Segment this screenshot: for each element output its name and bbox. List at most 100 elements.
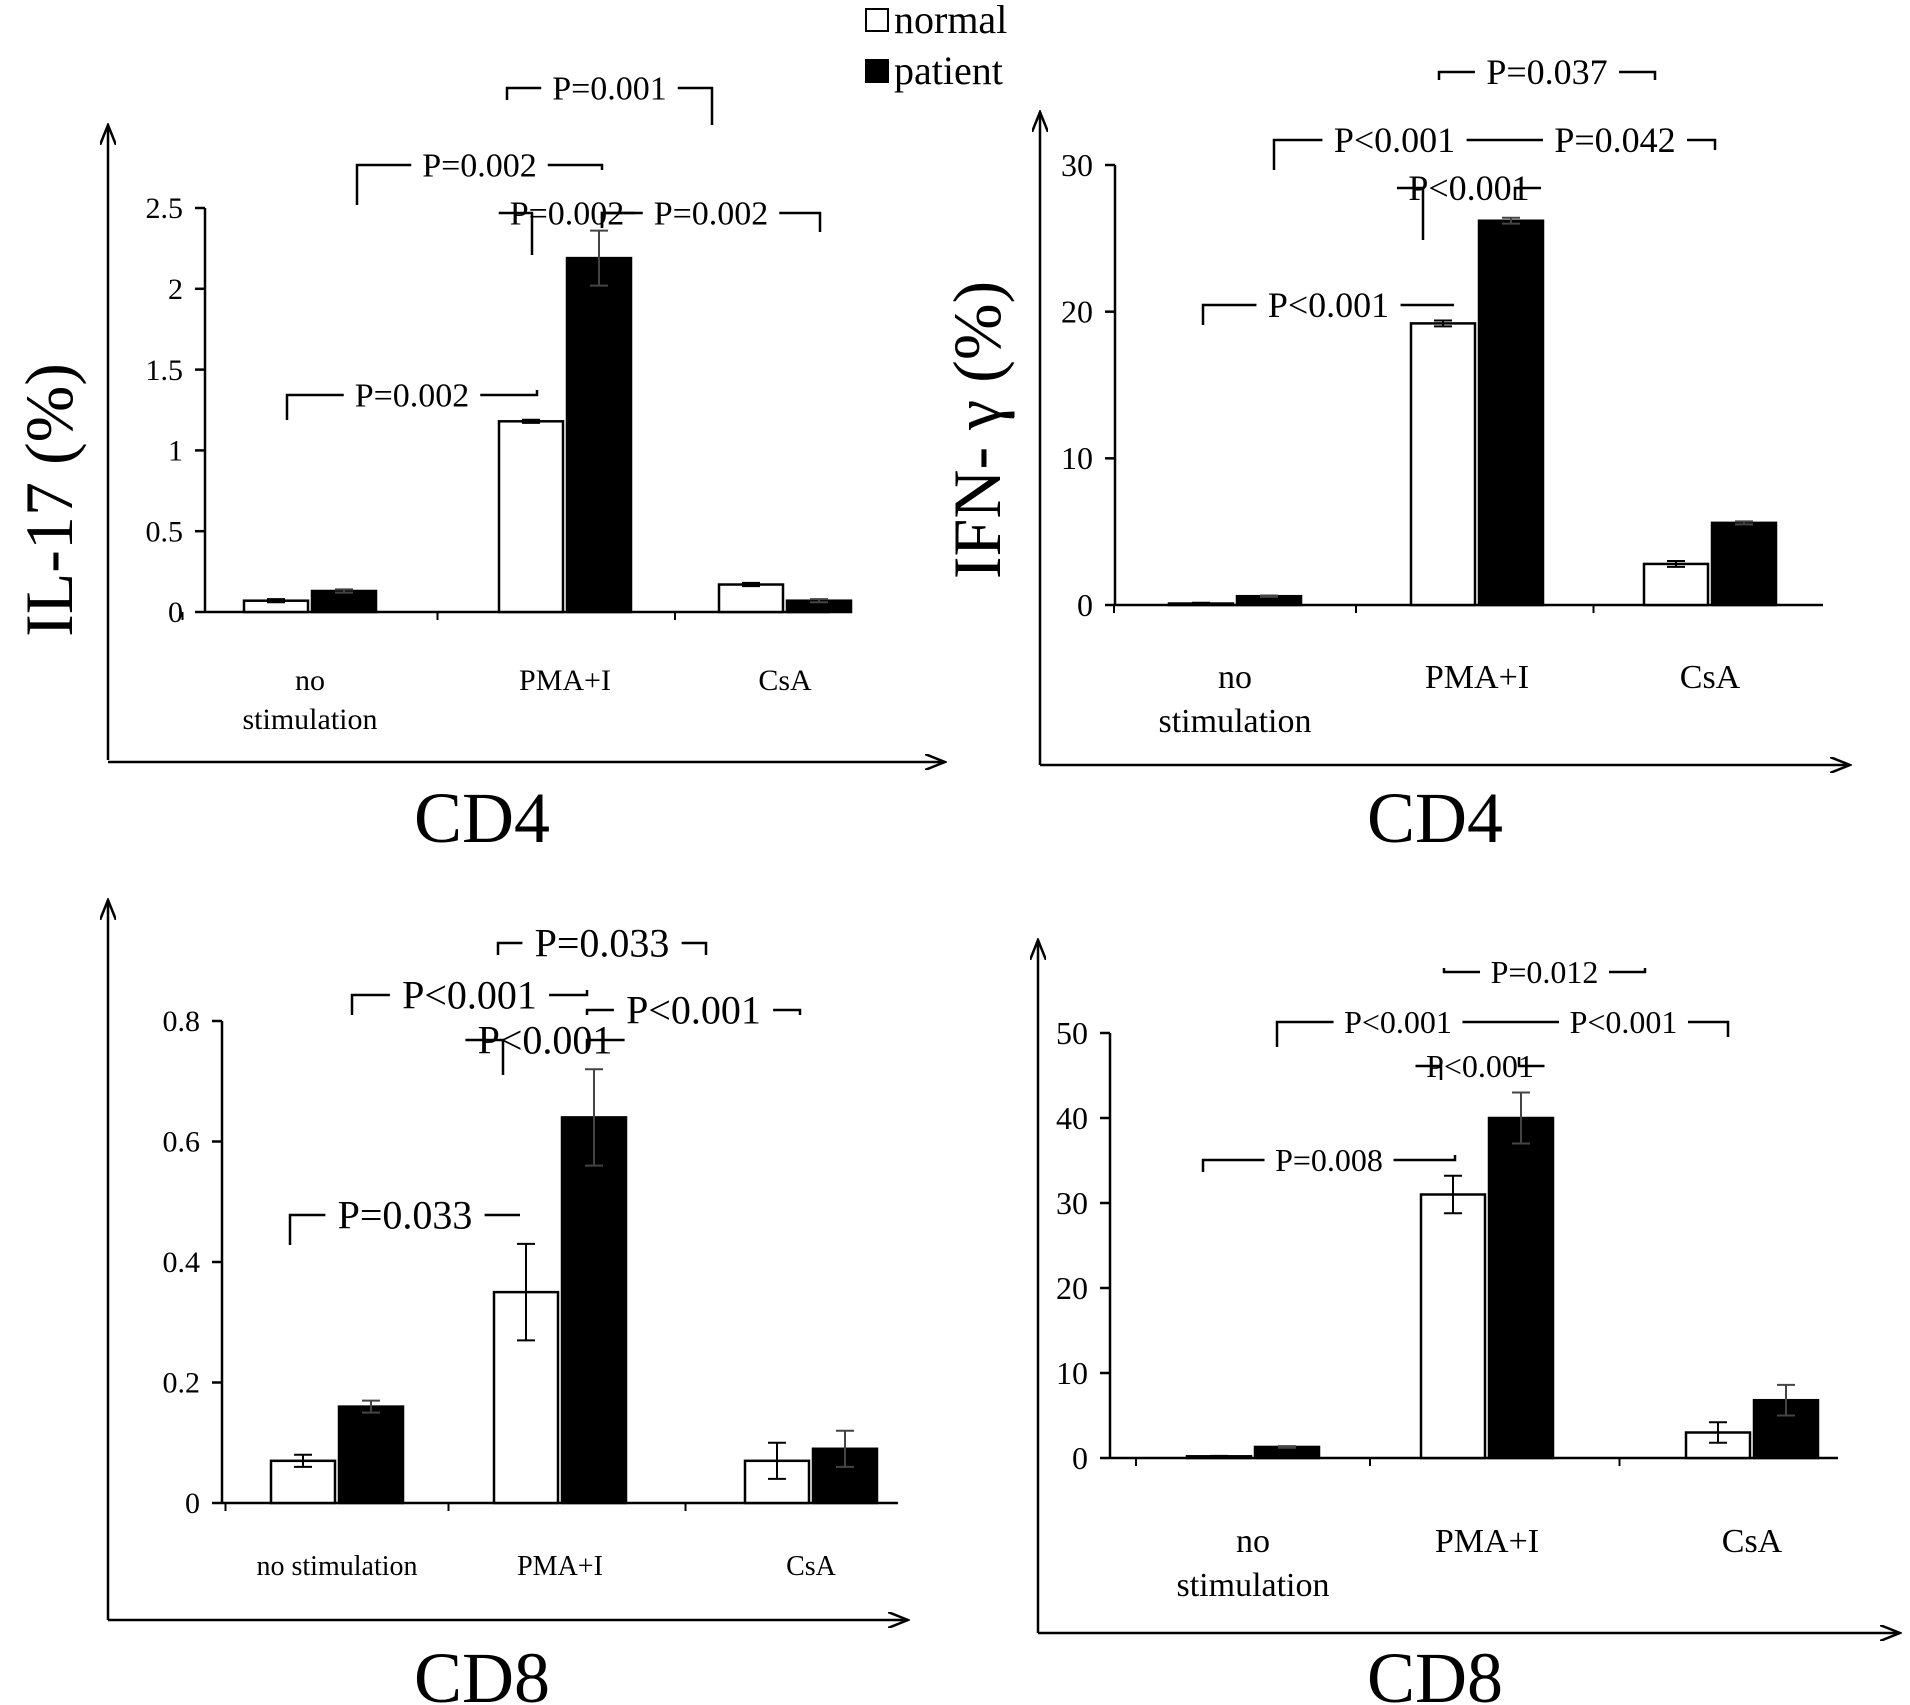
chart-il17-cd8: 0 0.2 0.4 0.6 0.8 no stimulation PMA+I CsA P=0.0… xyxy=(163,921,898,1582)
significance-bracket xyxy=(496,941,523,955)
y-tick-label: 10 xyxy=(1056,1355,1088,1391)
category-label: CsA xyxy=(1722,1523,1783,1560)
y-tick-label: 0.6 xyxy=(163,1126,201,1159)
legend-label-patient: patient xyxy=(894,48,1003,93)
category-label: CsA xyxy=(786,1551,837,1582)
legend-swatch-normal xyxy=(865,8,889,32)
category-label: stimulation xyxy=(243,703,378,736)
significance-bracket xyxy=(498,211,534,255)
axis-titles: IL-17 (%) IFN- γ (%) CD4 CD4 CD8 CD8 xyxy=(11,281,1503,1705)
significance-bracket xyxy=(1608,968,1647,974)
y-tick-label: 2.5 xyxy=(146,192,184,225)
bar-patient xyxy=(1487,1116,1555,1460)
il17-ylabel: IL-17 (%) xyxy=(11,363,87,637)
category-label: no stimulation xyxy=(257,1551,418,1582)
significance-bracket xyxy=(1687,138,1717,150)
bar-patient xyxy=(337,1405,405,1505)
category-label: PMA+I xyxy=(517,1551,603,1582)
significance-bracket xyxy=(505,86,542,100)
y-tick-label: 50 xyxy=(1056,1015,1088,1051)
bar-patient xyxy=(565,256,633,614)
p-value-label: P<0.001 xyxy=(402,973,537,1018)
chart-ifng-cd4: 0 10 20 30 no stimulation PMA+I CsA P<0.001 P<0.0… xyxy=(1061,52,1823,740)
significance-bracket xyxy=(1442,968,1481,974)
p-value-label: P<0.001 xyxy=(1426,1048,1534,1084)
p-value-label: P<0.001 xyxy=(1344,1004,1452,1040)
significance-bracket xyxy=(547,163,604,170)
significance-bracket xyxy=(677,86,714,125)
p-value-label: P<0.001 xyxy=(1268,285,1389,325)
legend-swatch-patient xyxy=(865,59,889,83)
category-label: CsA xyxy=(758,664,812,697)
bar-normal xyxy=(497,420,565,614)
legend: normal patient xyxy=(865,0,1007,93)
bar-patient xyxy=(560,1116,628,1505)
y-tick-label: 0 xyxy=(1072,1440,1088,1476)
category-label: no xyxy=(295,664,325,697)
bar-normal xyxy=(1642,562,1710,607)
y-tick-label: 0.4 xyxy=(163,1246,201,1279)
y-tick-label: 0.8 xyxy=(163,1005,201,1038)
p-value-label: P=0.012 xyxy=(1491,954,1599,990)
cd4-right-label: CD4 xyxy=(1367,778,1503,858)
significance-bracket xyxy=(1415,1064,1443,1080)
p-value-label: P=0.008 xyxy=(1275,1142,1383,1178)
significance-bracket xyxy=(1275,1020,1334,1047)
p-value-label: P=0.001 xyxy=(552,71,667,108)
y-tick-label: 1 xyxy=(168,435,183,468)
bar-normal xyxy=(1409,322,1477,607)
significance-bracket xyxy=(600,211,643,228)
p-value-label: P=0.002 xyxy=(654,196,769,233)
y-tick-label: 20 xyxy=(1061,294,1093,330)
significance-bracket xyxy=(681,941,708,955)
significance-bracket xyxy=(779,211,822,232)
significance-bracket xyxy=(350,993,390,1015)
bar-patient xyxy=(1710,521,1778,607)
quadrant-axes xyxy=(108,112,1900,1633)
y-tick-label: 20 xyxy=(1056,1270,1088,1306)
significance-bracket xyxy=(773,1008,802,1015)
p-value-label: P<0.001 xyxy=(1334,120,1455,160)
significance-bracket xyxy=(1201,1158,1265,1172)
y-tick-label: 30 xyxy=(1056,1185,1088,1221)
significance-bracket xyxy=(1393,1155,1457,1162)
p-value-label: P<0.001 xyxy=(1408,168,1529,208)
p-value-label: P=0.042 xyxy=(1554,120,1675,160)
chart-il17-cd4: 0 0.5 1 1.5 2 2.5 no stimulation PMA+I CsA P=0.002… xyxy=(146,71,853,736)
category-label: PMA+I xyxy=(1435,1523,1539,1560)
significance-bracket xyxy=(1396,186,1425,240)
p-value-label: P<0.001 xyxy=(478,1018,613,1063)
y-tick-label: 10 xyxy=(1061,440,1093,476)
y-tick-label: 0.2 xyxy=(163,1367,201,1400)
y-tick-label: 0.5 xyxy=(146,515,184,548)
category-label: no xyxy=(1236,1523,1270,1560)
y-tick-label: 1.5 xyxy=(146,354,184,387)
y-tick-label: 40 xyxy=(1056,1100,1088,1136)
significance-bracket xyxy=(1272,138,1323,170)
bar-patient xyxy=(1477,219,1545,607)
category-label: stimulation xyxy=(1159,703,1312,740)
significance-bracket xyxy=(1513,186,1542,200)
p-value-label: P=0.002 xyxy=(422,148,537,185)
category-label: no xyxy=(1218,659,1252,696)
p-value-label: P<0.001 xyxy=(1570,1004,1678,1040)
significance-bracket xyxy=(1201,303,1257,325)
p-value-label: P=0.033 xyxy=(338,1193,473,1238)
category-label: PMA+I xyxy=(519,664,611,697)
significance-bracket xyxy=(1619,70,1657,80)
cd8-left-label: CD8 xyxy=(414,1638,550,1705)
y-tick-label: 2 xyxy=(168,273,183,306)
y-tick-label: 0 xyxy=(168,596,183,629)
significance-bracket xyxy=(549,990,589,997)
bar-normal xyxy=(717,583,785,614)
p-value-label: P=0.002 xyxy=(355,378,470,415)
p-value-label: P=0.033 xyxy=(535,921,670,966)
ifng-ylabel: IFN- γ (%) xyxy=(939,281,1015,579)
bar-patient xyxy=(811,1447,879,1505)
significance-bracket xyxy=(585,1038,625,1050)
category-label: CsA xyxy=(1680,659,1741,696)
significance-bracket xyxy=(285,393,344,420)
significance-bracket xyxy=(585,1008,614,1015)
significance-bracket xyxy=(1517,1057,1545,1068)
